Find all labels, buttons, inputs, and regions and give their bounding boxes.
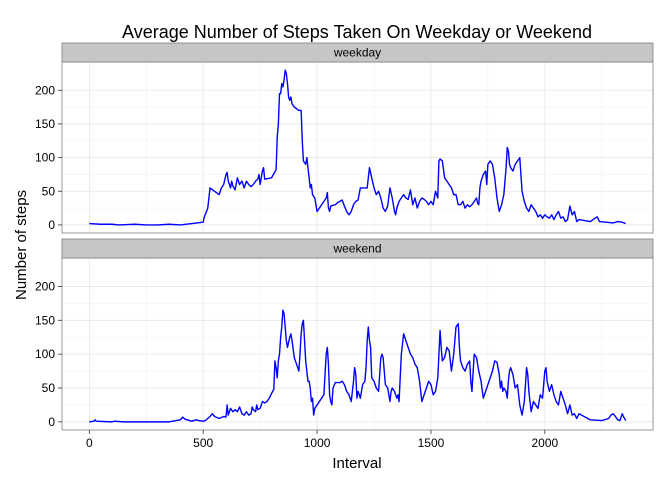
panel-background xyxy=(62,62,653,233)
x-axis-title: Interval xyxy=(332,455,381,472)
facet-panel-weekend: weekend 0 50 100 150 200 xyxy=(35,238,654,431)
chart-title: Average Number of Steps Taken On Weekday… xyxy=(122,22,592,42)
x-tick-label: 2000 xyxy=(531,436,558,450)
y-tick-label: 50 xyxy=(42,184,56,198)
x-tick-label: 500 xyxy=(193,436,213,450)
facet-panel-weekday: weekday 0 50 100 150 200 xyxy=(35,42,654,234)
series-line-weekday xyxy=(89,69,626,226)
facet-strip xyxy=(61,238,654,259)
x-tick-label: 1500 xyxy=(418,436,445,450)
y-tick-label: 100 xyxy=(35,347,55,361)
facet-strip xyxy=(61,42,654,63)
y-tick-label: 0 xyxy=(48,218,55,232)
y-tick-label: 150 xyxy=(35,117,55,131)
y-tick-label: 200 xyxy=(35,83,55,97)
facet-strip-label: weekend xyxy=(332,242,381,256)
facet-strip-label: weekday xyxy=(333,46,381,60)
y-tick-label: 200 xyxy=(35,279,55,293)
y-tick-label: 50 xyxy=(42,381,56,395)
y-tick-label: 100 xyxy=(35,151,55,165)
series-line-weekend xyxy=(89,309,627,423)
y-axis-title: Number of steps xyxy=(13,190,30,300)
y-tick-label: 150 xyxy=(35,313,55,327)
x-tick-label: 1000 xyxy=(304,436,331,450)
x-tick-label: 0 xyxy=(86,436,93,450)
y-tick-label: 0 xyxy=(48,415,55,429)
